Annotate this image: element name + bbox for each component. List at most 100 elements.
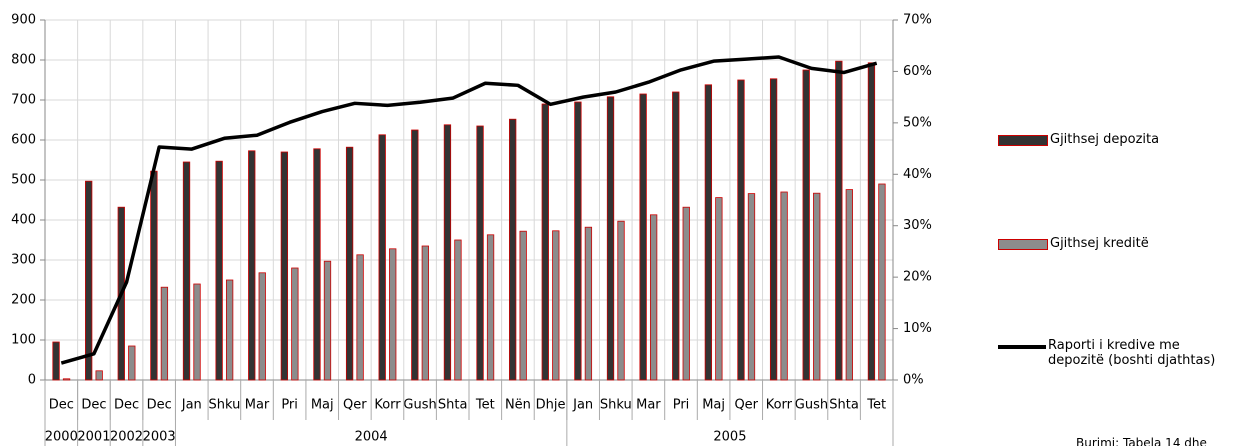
legend-label: Gjithsej depozita xyxy=(1050,132,1160,147)
group-label: 2002 xyxy=(110,430,143,445)
bar xyxy=(845,189,853,381)
y-tick-label: 0 xyxy=(28,373,36,388)
bar xyxy=(780,191,788,381)
bar xyxy=(541,103,549,381)
bar xyxy=(182,161,191,381)
x-tick-label: Pri xyxy=(281,398,298,413)
bar xyxy=(389,248,397,381)
y-tick-label: 400 xyxy=(11,213,36,228)
bar xyxy=(704,84,713,381)
bar xyxy=(769,78,778,381)
bar xyxy=(356,254,364,381)
y2-tick-label: 60% xyxy=(903,64,932,79)
x-tick-label: Dec xyxy=(81,398,106,413)
bar xyxy=(747,193,756,381)
y-tick-label: 900 xyxy=(11,13,36,28)
legend-swatch xyxy=(998,345,1046,349)
bar xyxy=(421,245,429,381)
legend-entry: Raporti i kredive me depozitë (boshti dj… xyxy=(998,338,1238,368)
y-tick-label: 500 xyxy=(11,173,36,188)
legend-entry: Gjithsej kreditë xyxy=(998,236,1238,251)
y2-tick-label: 50% xyxy=(903,115,932,130)
bar xyxy=(639,93,647,381)
x-tick-label: Shta xyxy=(829,398,859,413)
x-tick-label: Jan xyxy=(181,398,202,413)
y-tick-label: 100 xyxy=(11,333,36,348)
x-tick-label: Pri xyxy=(673,398,690,413)
bar xyxy=(584,226,593,381)
bar xyxy=(649,214,658,381)
y-tick-label: 600 xyxy=(11,133,36,148)
bar xyxy=(835,60,843,381)
x-tick-label: Dhje xyxy=(536,398,566,413)
y2-tick-label: 0% xyxy=(903,373,924,388)
bar xyxy=(258,272,266,381)
line xyxy=(60,55,878,365)
x-tick-label: Shta xyxy=(438,398,468,413)
x-tick-label: Korr xyxy=(374,398,401,413)
bar xyxy=(95,370,103,381)
bar xyxy=(878,183,886,381)
bar xyxy=(225,279,234,381)
group-label: 2001 xyxy=(77,430,110,445)
bar xyxy=(715,197,723,381)
source-note: Burimi: Tabela 14 dhe xyxy=(1076,436,1207,446)
bar xyxy=(323,260,332,381)
bar xyxy=(150,170,158,381)
x-tick-label: Mar xyxy=(636,398,661,413)
x-tick-label: Korr xyxy=(766,398,793,413)
bar xyxy=(160,286,169,381)
bar xyxy=(486,234,495,381)
bar xyxy=(802,69,810,381)
x-tick-label: Shku xyxy=(208,398,240,413)
y2-tick-label: 10% xyxy=(903,321,932,336)
bar xyxy=(62,378,71,381)
bar xyxy=(215,160,223,381)
legend-swatch xyxy=(998,239,1048,250)
group-label: 2000 xyxy=(45,430,78,445)
group-label: 2005 xyxy=(713,430,746,445)
bar xyxy=(672,91,680,381)
bar xyxy=(617,220,625,381)
x-tick-label: Shku xyxy=(600,398,632,413)
bar xyxy=(574,101,582,381)
bar xyxy=(552,230,560,381)
legend-label: Gjithsej kreditë xyxy=(1050,236,1149,251)
x-tick-label: Qer xyxy=(734,398,758,413)
y-tick-label: 700 xyxy=(11,93,36,108)
bar xyxy=(313,148,321,381)
bar xyxy=(454,239,462,381)
bar xyxy=(682,206,690,381)
y-tick-label: 800 xyxy=(11,53,36,68)
x-tick-label: Dec xyxy=(114,398,139,413)
bar xyxy=(345,146,354,381)
bar xyxy=(128,345,136,381)
x-tick-label: Nën xyxy=(505,398,531,413)
y-tick-label: 200 xyxy=(11,293,36,308)
bar xyxy=(378,134,386,381)
bar xyxy=(291,267,299,381)
legend-entry: Gjithsej depozita xyxy=(998,132,1238,147)
y-tick-label: 300 xyxy=(11,253,36,268)
x-tick-label: Gush xyxy=(403,398,436,413)
bar xyxy=(606,96,615,381)
bar xyxy=(509,118,517,381)
bar xyxy=(411,129,419,381)
y2-tick-label: 20% xyxy=(903,270,932,285)
x-tick-label: Tet xyxy=(475,398,495,413)
group-label: 2003 xyxy=(143,430,176,445)
bar xyxy=(519,230,527,381)
y2-tick-label: 70% xyxy=(903,13,932,28)
x-tick-label: Jan xyxy=(572,398,593,413)
bar xyxy=(737,79,745,381)
y2-tick-label: 40% xyxy=(903,167,932,182)
y2-tick-label: 30% xyxy=(903,218,932,233)
x-tick-label: Gush xyxy=(795,398,828,413)
bar xyxy=(867,62,876,381)
bar xyxy=(85,180,93,381)
group-label: 2004 xyxy=(355,430,388,445)
x-tick-label: Dec xyxy=(147,398,172,413)
bar xyxy=(443,124,452,381)
